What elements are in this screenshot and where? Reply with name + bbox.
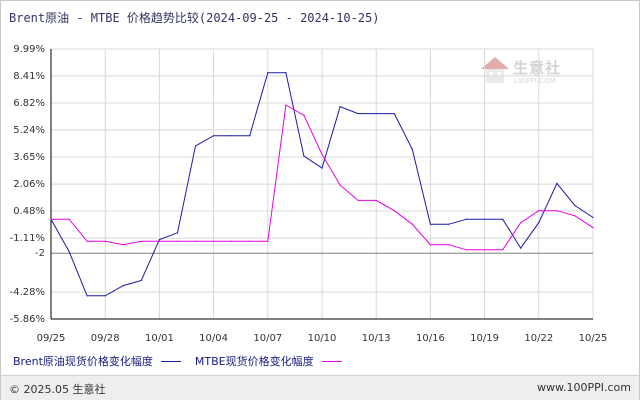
data-point-0	[176, 232, 179, 234]
data-point-0	[520, 247, 522, 249]
data-point-1	[194, 240, 197, 242]
data-point-1	[68, 218, 70, 220]
y-tick-label: 0.48%	[13, 206, 45, 217]
data-point-0	[68, 250, 70, 253]
data-point-1	[104, 240, 106, 242]
y-tick-label: 9.99%	[13, 44, 45, 55]
data-point-1	[122, 244, 124, 246]
x-tick-label: 09/25	[37, 333, 66, 344]
line-chart-plot: 9.99% 8.41% 6.82% 5.24% 3.65% 2.06% 0.48% -1.11…	[10, 44, 608, 344]
data-point-1	[249, 240, 251, 242]
data-point-1	[213, 240, 215, 242]
data-point-1	[556, 210, 558, 212]
watermark-brand: 生意社	[513, 59, 562, 77]
data-point-0	[339, 106, 341, 108]
legend-entry-mtbe: MTBE现货价格变化幅度	[195, 353, 342, 369]
data-point-1	[158, 240, 160, 242]
data-point-0	[285, 72, 287, 74]
chart-legend: Brent原油现货价格变化幅度 MTBE现货价格变化幅度	[13, 353, 356, 369]
y-tick-label: 5.24%	[13, 125, 45, 136]
watermark-logo: 生意社 100PPI.COM	[479, 55, 579, 95]
data-point-0	[86, 295, 88, 297]
data-point-1	[321, 153, 323, 156]
x-tick-label: 10/13	[362, 333, 391, 344]
data-point-1	[574, 215, 576, 217]
legend-label-mtbe: MTBE现货价格变化幅度	[194, 355, 314, 368]
data-point-1	[447, 244, 450, 246]
y-tick-label: -4.28%	[10, 287, 45, 298]
data-point-1	[285, 104, 287, 106]
data-point-0	[484, 218, 486, 220]
data-point-1	[375, 199, 377, 202]
x-tick-label: 09/28	[91, 333, 120, 344]
y-tick-label: 2.06%	[13, 179, 45, 190]
y-tick-label: -5.86%	[10, 314, 45, 325]
data-point-0	[357, 112, 359, 115]
data-point-0	[465, 218, 468, 220]
footer-website-link[interactable]: www.100PPI.com	[537, 381, 631, 394]
data-point-1	[484, 249, 486, 251]
data-point-0	[592, 216, 594, 219]
data-point-1	[86, 240, 88, 242]
data-point-1	[176, 240, 179, 242]
y-tick-label: -1.11%	[10, 233, 45, 244]
data-point-0	[429, 223, 431, 225]
data-point-1	[429, 244, 431, 246]
legend-label-brent: Brent原油现货价格变化幅度	[13, 355, 153, 368]
x-tick-label: 10/19	[470, 333, 499, 344]
data-point-0	[194, 145, 197, 147]
data-point-0	[411, 148, 413, 150]
data-point-1	[231, 240, 233, 242]
data-point-0	[574, 204, 576, 207]
x-tick-label: 10/10	[308, 333, 337, 344]
data-point-0	[122, 285, 124, 287]
chart-title: Brent原油 - MTBE 价格趋势比较(2024-09-25 - 2024-…	[9, 11, 380, 25]
x-tick-label: 10/04	[199, 333, 228, 344]
data-point-1	[267, 240, 269, 242]
x-tick-label: 10/01	[145, 333, 174, 344]
data-point-1	[520, 221, 522, 224]
data-point-1	[50, 218, 52, 220]
footer-bar: © 2025.05 生意社 www.100PPI.com	[1, 375, 639, 400]
data-point-0	[158, 239, 160, 241]
y-tick-label: 8.41%	[13, 71, 45, 82]
data-point-0	[267, 72, 269, 74]
watermark-url: 100PPI.COM	[513, 77, 556, 85]
data-point-1	[303, 114, 305, 116]
data-point-1	[393, 210, 395, 212]
data-point-1	[592, 227, 594, 229]
data-point-0	[556, 182, 558, 185]
data-point-1	[339, 184, 341, 186]
data-point-1	[140, 240, 142, 242]
y-tick-label: -2	[35, 248, 45, 259]
x-tick-label: 10/07	[253, 333, 282, 344]
data-point-0	[321, 167, 323, 169]
footer-copyright: © 2025.05 生意社	[9, 383, 106, 396]
x-tick-label: 10/25	[579, 333, 608, 344]
data-point-1	[357, 199, 359, 202]
data-point-0	[213, 135, 215, 137]
data-point-0	[104, 295, 106, 297]
x-tick-label: 10/16	[416, 333, 445, 344]
data-point-0	[447, 223, 450, 225]
legend-entry-brent: Brent原油现货价格变化幅度	[13, 353, 181, 369]
data-point-0	[231, 135, 233, 137]
data-point-1	[411, 223, 413, 225]
legend-swatch-brent	[160, 360, 181, 362]
data-point-0	[140, 279, 142, 282]
data-point-1	[538, 210, 540, 212]
legend-swatch-mtbe	[321, 360, 342, 362]
data-point-1	[502, 249, 504, 251]
data-point-0	[249, 135, 251, 137]
data-point-0	[375, 112, 377, 115]
data-point-0	[393, 112, 395, 115]
y-tick-label: 6.82%	[13, 98, 45, 109]
data-point-0	[502, 218, 504, 220]
data-point-1	[465, 249, 468, 251]
x-tick-label: 10/22	[524, 333, 553, 344]
data-point-0	[538, 221, 540, 224]
data-point-0	[303, 155, 305, 157]
y-tick-label: 3.65%	[13, 152, 45, 163]
